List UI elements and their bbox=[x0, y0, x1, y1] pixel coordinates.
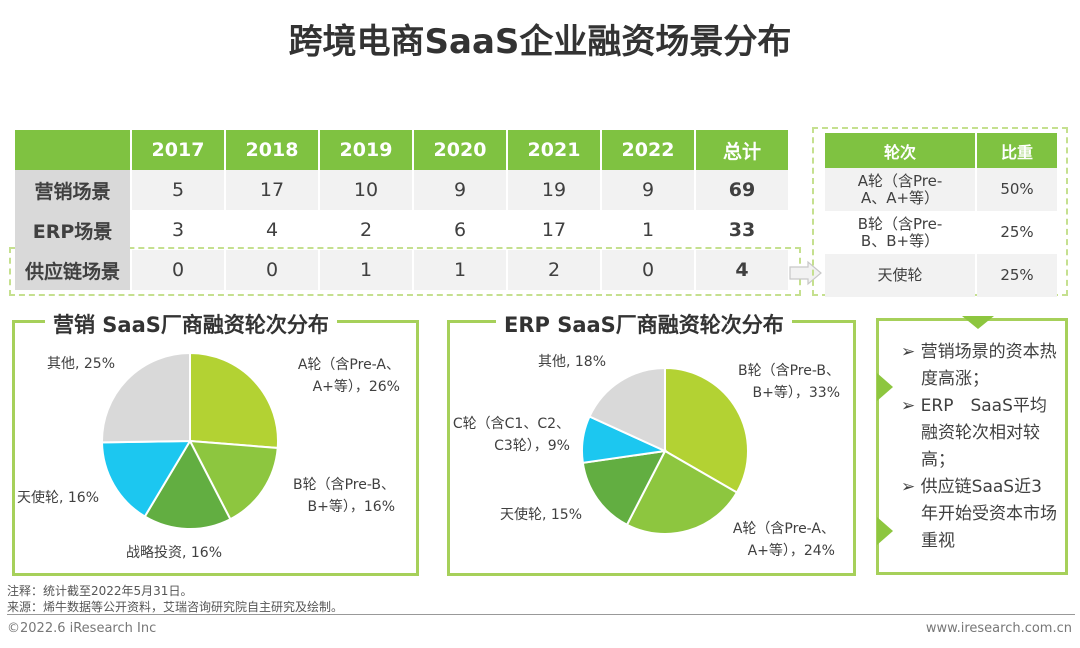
pie-slice bbox=[664, 366, 749, 494]
table-header-row: 2017 2018 2019 2020 2021 2022 总计 bbox=[15, 130, 788, 170]
cell: 2 bbox=[508, 250, 600, 290]
cell: 10 bbox=[320, 170, 412, 210]
pie-label-line: B+等），33% bbox=[752, 385, 840, 401]
pie-label: 天使轮, 15% bbox=[500, 507, 583, 523]
pie-label: 其他, 25% bbox=[47, 356, 116, 372]
cell: 9 bbox=[414, 170, 506, 210]
source-note: 来源：烯牛数据等公开资料，艾瑞咨询研究院自主研究及绘制。 bbox=[7, 600, 344, 614]
table-row: 营销场景 5 17 10 9 19 9 69 bbox=[15, 170, 788, 210]
cell: 3 bbox=[171, 219, 185, 241]
table-row: A轮（含Pre-A、A+等） 50% bbox=[825, 168, 1057, 211]
header-cell: 比重 bbox=[977, 133, 1057, 168]
cell: 6 bbox=[453, 219, 467, 241]
pie-label: B轮（含Pre-B、 B+等），16% bbox=[270, 474, 395, 518]
round-cell: B轮（含Pre-B、B+等） bbox=[857, 214, 943, 250]
pie-slice bbox=[189, 351, 279, 450]
conclusion-panel: ➢ 营销场景的资本热度高涨； ➢ ERP SaaS平均融资轮次相对较高； ➢ 供… bbox=[876, 318, 1068, 575]
pie-slice bbox=[100, 439, 192, 518]
copyright: ©2022.6 iResearch Inc bbox=[7, 621, 157, 636]
row-label: 供应链场景 bbox=[15, 250, 130, 290]
pie-label: A轮（含Pre-A、 A+等），24% bbox=[710, 518, 835, 562]
triangle-right-icon bbox=[877, 517, 893, 545]
table-row: ERP场景 3 4 2 6 17 1 33 bbox=[15, 210, 788, 250]
footnote: 注释：统计截至2022年5月31日。 bbox=[7, 584, 193, 598]
table-header-row: 轮次 比重 bbox=[825, 133, 1057, 168]
pie-label: 其他, 18% bbox=[538, 354, 607, 370]
cell: 1 bbox=[320, 250, 412, 290]
triangle-right-icon bbox=[877, 373, 893, 401]
pie-label-line: B轮（含Pre-B、 bbox=[292, 477, 395, 493]
header-cell: 2020 bbox=[414, 130, 506, 170]
round-table: 轮次 比重 A轮（含Pre-A、A+等） 50% B轮（含Pre-B、B+等） … bbox=[823, 133, 1059, 297]
marketing-pie-title: 营销 SaaS厂商融资轮次分布 bbox=[45, 309, 337, 339]
cell: 17 bbox=[226, 170, 318, 210]
cell: 9 bbox=[602, 170, 694, 210]
pie-label-line: C轮（含C1、C2、 bbox=[452, 416, 570, 432]
note-item: ➢ ERP SaaS平均融资轮次相对较高； bbox=[901, 396, 1047, 470]
cell: 0 bbox=[132, 250, 224, 290]
share-cell: 25% bbox=[977, 254, 1057, 297]
row-label: 营销场景 bbox=[15, 170, 130, 210]
header-cell: 2019 bbox=[320, 130, 412, 170]
erp-pie-title: ERP SaaS厂商融资轮次分布 bbox=[496, 309, 792, 339]
pie-label: C轮（含C1、C2、 C3轮），9% bbox=[440, 413, 570, 457]
pie-label: 战略投资, 16% bbox=[126, 545, 223, 561]
row-label: ERP场景 bbox=[15, 210, 130, 250]
pie-label: B轮（含Pre-B、 B+等），33% bbox=[715, 360, 840, 404]
pie-label: A轮（含Pre-A、 A+等），26% bbox=[270, 354, 400, 398]
pie-label-line: B+等），16% bbox=[307, 499, 395, 515]
table-row: 天使轮 25% bbox=[825, 254, 1057, 297]
page-title: 跨境电商SaaS企业融资场景分布 bbox=[288, 22, 792, 62]
pie-slice bbox=[143, 438, 232, 530]
total-cell: 4 bbox=[696, 250, 788, 290]
pie-slice bbox=[588, 366, 666, 453]
note-text: 供应链SaaS近3年开始受资本市场重视 bbox=[920, 477, 1057, 551]
divider bbox=[7, 614, 1075, 615]
cell: 2 bbox=[359, 219, 373, 241]
pie-label-line: A+等），26% bbox=[312, 379, 400, 395]
cell: 5 bbox=[132, 170, 224, 210]
pie-label-line: C3轮），9% bbox=[494, 438, 570, 454]
share-cell: 25% bbox=[1000, 223, 1034, 241]
header-cell: 2017 bbox=[132, 130, 224, 170]
header-cell: 2021 bbox=[508, 130, 600, 170]
header-cell: 2022 bbox=[602, 130, 694, 170]
cell: 19 bbox=[508, 170, 600, 210]
cell: 4 bbox=[265, 219, 279, 241]
header-cell: 总计 bbox=[696, 130, 788, 170]
note-text: ERP SaaS平均融资轮次相对较高； bbox=[920, 396, 1047, 470]
pie-label-line: A+等），24% bbox=[747, 543, 835, 559]
pie-slice bbox=[581, 449, 667, 527]
cell: 17 bbox=[541, 219, 567, 241]
share-cell: 50% bbox=[977, 168, 1057, 211]
note-text: 营销场景的资本热度高涨； bbox=[920, 342, 1057, 389]
cell: 1 bbox=[641, 219, 655, 241]
pie-slice bbox=[188, 439, 279, 521]
pie-label: 天使轮, 16% bbox=[17, 490, 100, 506]
header-cell: 2018 bbox=[226, 130, 318, 170]
pie-label-line: A轮（含Pre-A、 bbox=[732, 521, 835, 537]
round-cell: A轮（含Pre-A、A+等） bbox=[825, 168, 975, 211]
note-item: ➢ 营销场景的资本热度高涨； bbox=[901, 342, 1057, 389]
total-cell: 69 bbox=[696, 170, 788, 210]
triangle-down-icon bbox=[962, 316, 994, 329]
pie-label-line: A轮（含Pre-A、 bbox=[297, 357, 400, 373]
scene-table: 2017 2018 2019 2020 2021 2022 总计 营销场景 5 … bbox=[13, 130, 790, 290]
pie-slice bbox=[101, 351, 191, 444]
total-cell: 33 bbox=[728, 219, 756, 241]
note-item: ➢ 供应链SaaS近3年开始受资本市场重视 bbox=[901, 477, 1057, 551]
round-cell: 天使轮 bbox=[825, 254, 975, 297]
website-link[interactable]: www.iresearch.com.cn bbox=[925, 621, 1072, 636]
pie-label-line: B轮（含Pre-B、 bbox=[737, 363, 840, 379]
cell: 0 bbox=[226, 250, 318, 290]
cell: 0 bbox=[602, 250, 694, 290]
header-cell bbox=[15, 130, 130, 170]
header-cell: 轮次 bbox=[825, 133, 975, 168]
table-row: B轮（含Pre-B、B+等） 25% bbox=[825, 211, 1057, 254]
cell: 1 bbox=[414, 250, 506, 290]
table-row: 供应链场景 0 0 1 1 2 0 4 bbox=[15, 250, 788, 290]
